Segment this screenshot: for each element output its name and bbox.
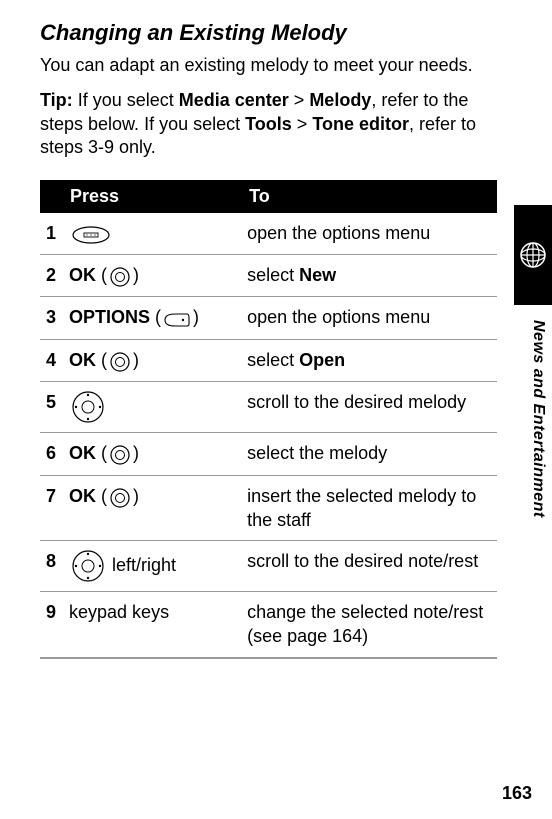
- col-press: Press: [40, 180, 241, 213]
- page-number: 163: [502, 783, 532, 804]
- steps-table: Press To 1 open the options menu 2 OK (): [40, 180, 497, 659]
- table-row: 7 OK () insert the selected melody to th…: [40, 475, 497, 541]
- circle-icon: [109, 485, 131, 509]
- section-heading: Changing an Existing Melody: [40, 20, 497, 46]
- menu-item: New: [299, 265, 336, 285]
- table-row: 2 OK () select New: [40, 254, 497, 296]
- col-to: To: [241, 180, 497, 213]
- press-label: OK: [69, 486, 96, 506]
- gt1: >: [289, 90, 310, 110]
- tip-label: Tip:: [40, 90, 73, 110]
- step-number: 7: [46, 484, 64, 508]
- step-desc: insert the selected melody to the staff: [241, 475, 497, 541]
- menu-path-1b: Melody: [309, 90, 371, 110]
- step-number: 1: [46, 221, 64, 245]
- step-desc: select the melody: [241, 433, 497, 475]
- press-label: OK: [69, 350, 96, 370]
- step-desc: open the options menu: [241, 297, 497, 339]
- table-row: 4 OK () select Open: [40, 339, 497, 381]
- circle-icon: [109, 349, 131, 373]
- softkey-icon: [163, 306, 191, 330]
- step-number: 6: [46, 441, 64, 465]
- side-tab-icon-box: [514, 205, 552, 305]
- side-tab: News and Entertainment: [514, 205, 552, 575]
- table-row: 6 OK () select the melody: [40, 433, 497, 475]
- nav-circle-icon: [71, 549, 105, 583]
- menu-key-icon: [71, 222, 111, 246]
- table-row: 5 scroll to the desired melody: [40, 382, 497, 433]
- table-row: 8 left/right scroll to the desired note/…: [40, 541, 497, 592]
- step-number: 2: [46, 263, 64, 287]
- side-section-label: News and Entertainment: [529, 320, 547, 518]
- menu-path-2a: Tools: [245, 114, 292, 134]
- step-number: 4: [46, 348, 64, 372]
- press-label: OK: [69, 443, 96, 463]
- press-text: keypad keys: [69, 602, 169, 622]
- step-desc: scroll to the desired melody: [241, 382, 497, 433]
- step-desc: select New: [241, 254, 497, 296]
- menu-path-2b: Tone editor: [312, 114, 409, 134]
- globe-icon: [518, 240, 548, 270]
- intro-text: You can adapt an existing melody to meet…: [40, 54, 497, 77]
- step-desc: open the options menu: [241, 213, 497, 255]
- menu-item: Open: [299, 350, 345, 370]
- step-desc: select Open: [241, 339, 497, 381]
- press-suffix: left/right: [107, 555, 176, 575]
- table-row: 9 keypad keys change the selected note/r…: [40, 592, 497, 658]
- nav-circle-icon: [71, 390, 105, 424]
- gt2: >: [292, 114, 313, 134]
- step-desc: change the selected note/rest (see page …: [241, 592, 497, 658]
- step-number: 9: [46, 600, 64, 624]
- tip-text-1: If you select: [78, 90, 179, 110]
- table-row: 1 open the options menu: [40, 213, 497, 255]
- table-row: 3 OPTIONS () open the options menu: [40, 297, 497, 339]
- step-number: 3: [46, 305, 64, 329]
- press-label: OK: [69, 265, 96, 285]
- tip-paragraph: Tip: If you select Media center > Melody…: [40, 89, 497, 159]
- step-desc: scroll to the desired note/rest: [241, 541, 497, 592]
- menu-path-1a: Media center: [179, 90, 289, 110]
- step-number: 8: [46, 549, 64, 573]
- circle-icon: [109, 264, 131, 288]
- press-label: OPTIONS: [69, 307, 150, 327]
- step-number: 5: [46, 390, 64, 414]
- circle-icon: [109, 442, 131, 466]
